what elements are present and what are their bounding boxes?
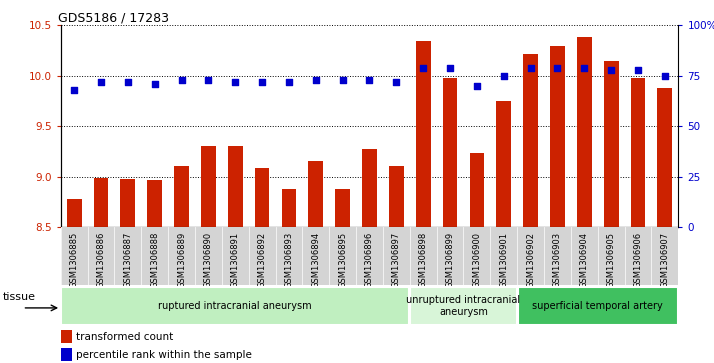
FancyBboxPatch shape bbox=[61, 287, 409, 325]
Point bbox=[283, 79, 295, 85]
Point bbox=[122, 79, 134, 85]
Text: GSM1306894: GSM1306894 bbox=[311, 232, 321, 287]
Point bbox=[444, 65, 456, 71]
Point bbox=[633, 67, 644, 73]
Bar bbox=[362, 149, 377, 227]
Point bbox=[229, 79, 241, 85]
Point bbox=[659, 73, 670, 79]
FancyBboxPatch shape bbox=[518, 287, 678, 325]
Text: GSM1306900: GSM1306900 bbox=[473, 232, 481, 287]
Text: GSM1306889: GSM1306889 bbox=[177, 232, 186, 288]
Text: tissue: tissue bbox=[3, 291, 36, 302]
Text: transformed count: transformed count bbox=[76, 332, 173, 342]
Text: GSM1306893: GSM1306893 bbox=[284, 232, 293, 288]
Point bbox=[552, 65, 563, 71]
Point bbox=[525, 65, 536, 71]
Point bbox=[203, 77, 214, 83]
FancyBboxPatch shape bbox=[411, 287, 517, 325]
Point bbox=[149, 81, 161, 87]
Bar bbox=[308, 162, 323, 227]
Text: GSM1306886: GSM1306886 bbox=[96, 232, 106, 288]
Bar bbox=[281, 189, 296, 227]
Bar bbox=[147, 180, 162, 227]
Text: GSM1306888: GSM1306888 bbox=[150, 232, 159, 288]
Bar bbox=[201, 146, 216, 227]
Text: superficial temporal artery: superficial temporal artery bbox=[533, 301, 663, 311]
Point bbox=[418, 65, 429, 71]
Text: GSM1306905: GSM1306905 bbox=[607, 232, 615, 287]
Bar bbox=[496, 101, 511, 227]
Text: GDS5186 / 17283: GDS5186 / 17283 bbox=[58, 11, 169, 24]
Bar bbox=[121, 179, 135, 227]
Bar bbox=[336, 189, 350, 227]
Text: GSM1306901: GSM1306901 bbox=[499, 232, 508, 287]
Point bbox=[471, 83, 483, 89]
Bar bbox=[416, 41, 431, 227]
Bar bbox=[470, 153, 484, 227]
Bar bbox=[577, 37, 592, 227]
Bar bbox=[94, 178, 109, 227]
Text: GSM1306885: GSM1306885 bbox=[70, 232, 79, 288]
Bar bbox=[66, 199, 81, 227]
Bar bbox=[658, 88, 673, 227]
Point bbox=[391, 79, 402, 85]
Point bbox=[498, 73, 510, 79]
Text: GSM1306898: GSM1306898 bbox=[418, 232, 428, 288]
Text: percentile rank within the sample: percentile rank within the sample bbox=[76, 350, 251, 360]
Text: GSM1306903: GSM1306903 bbox=[553, 232, 562, 287]
Bar bbox=[174, 166, 189, 227]
Bar bbox=[61, 348, 72, 361]
Bar bbox=[228, 146, 243, 227]
Point bbox=[95, 79, 106, 85]
Text: GSM1306904: GSM1306904 bbox=[580, 232, 589, 287]
Text: GSM1306907: GSM1306907 bbox=[660, 232, 669, 287]
Point bbox=[69, 87, 80, 93]
Text: GSM1306896: GSM1306896 bbox=[365, 232, 374, 288]
Text: GSM1306891: GSM1306891 bbox=[231, 232, 240, 287]
Point bbox=[256, 79, 268, 85]
Bar bbox=[255, 168, 269, 227]
Text: GSM1306899: GSM1306899 bbox=[446, 232, 455, 287]
Point bbox=[605, 67, 617, 73]
Text: GSM1306890: GSM1306890 bbox=[204, 232, 213, 287]
Text: ruptured intracranial aneurysm: ruptured intracranial aneurysm bbox=[159, 301, 312, 311]
Bar bbox=[443, 78, 458, 227]
Text: GSM1306906: GSM1306906 bbox=[633, 232, 643, 287]
Point bbox=[578, 65, 590, 71]
Bar bbox=[61, 330, 72, 343]
Text: GSM1306895: GSM1306895 bbox=[338, 232, 347, 287]
Bar bbox=[389, 166, 403, 227]
Bar bbox=[630, 78, 645, 227]
Bar bbox=[523, 54, 538, 227]
Text: GSM1306892: GSM1306892 bbox=[258, 232, 266, 287]
Bar bbox=[550, 45, 565, 227]
Text: unruptured intracranial
aneurysm: unruptured intracranial aneurysm bbox=[406, 295, 521, 317]
Point bbox=[363, 77, 375, 83]
Bar bbox=[604, 61, 618, 227]
Text: GSM1306897: GSM1306897 bbox=[392, 232, 401, 288]
Point bbox=[310, 77, 321, 83]
Text: GSM1306902: GSM1306902 bbox=[526, 232, 535, 287]
Point bbox=[337, 77, 348, 83]
Point bbox=[176, 77, 187, 83]
Text: GSM1306887: GSM1306887 bbox=[124, 232, 132, 288]
